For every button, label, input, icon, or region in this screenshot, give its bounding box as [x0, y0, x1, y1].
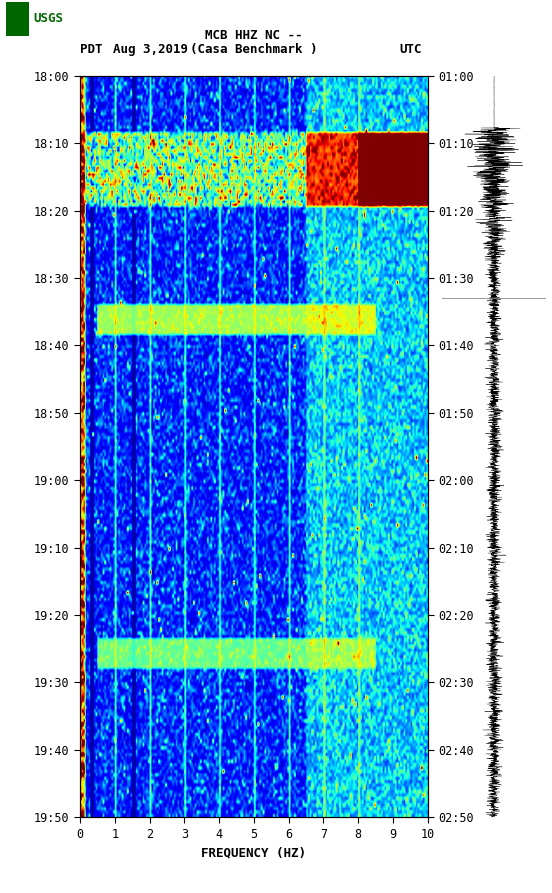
Text: UTC: UTC [400, 43, 422, 56]
Text: Aug 3,2019: Aug 3,2019 [113, 43, 188, 56]
Text: (Casa Benchmark ): (Casa Benchmark ) [190, 43, 317, 56]
Text: USGS: USGS [33, 13, 63, 25]
X-axis label: FREQUENCY (HZ): FREQUENCY (HZ) [201, 846, 306, 859]
FancyBboxPatch shape [6, 2, 29, 36]
Text: MCB HHZ NC --: MCB HHZ NC -- [205, 29, 302, 42]
Text: PDT: PDT [80, 43, 103, 56]
